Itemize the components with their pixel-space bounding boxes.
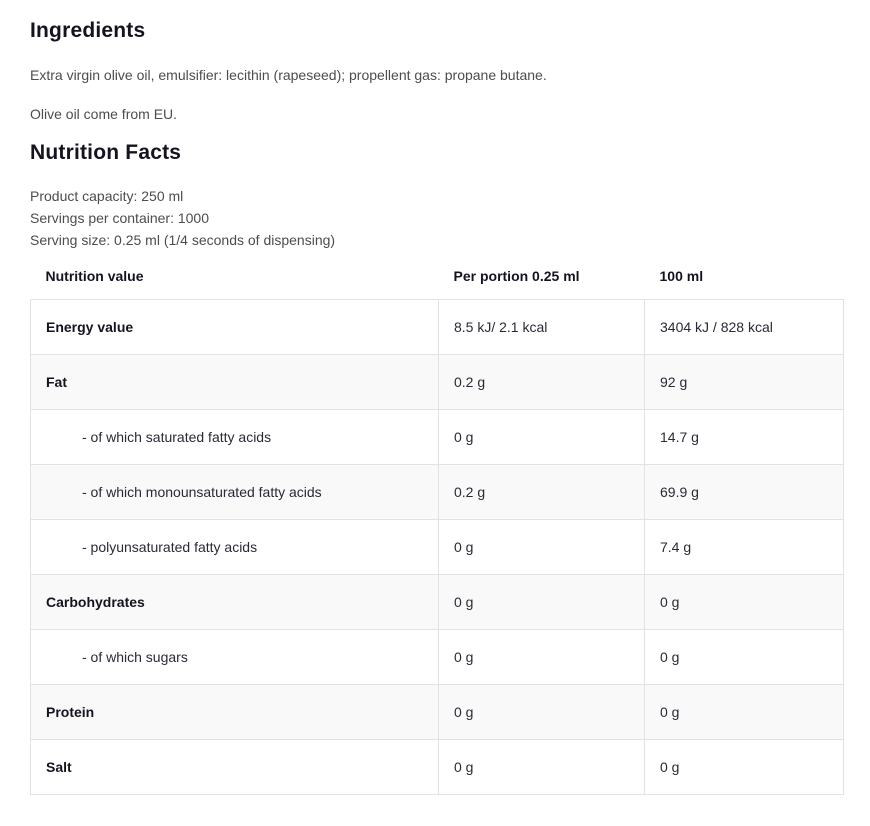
per-100ml-value: 0 g [644, 628, 844, 685]
per-100ml-value: 69.9 g [644, 463, 844, 520]
serving-info-block: Product capacity: 250 ml Servings per co… [30, 185, 843, 251]
per-portion-value: 0.2 g [438, 353, 645, 410]
per-100ml-value: 3404 kJ / 828 kcal [644, 298, 844, 355]
ingredients-origin-text: Olive oil come from EU. [30, 106, 178, 122]
nutrient-label: - of which sugars [30, 628, 439, 685]
table-row: - of which saturated fatty acids 0 g 14.7 … [30, 408, 844, 465]
ingredients-text: Extra virgin olive oil, emulsifier: leci… [30, 67, 547, 83]
nutrient-label: Carbohydrates [30, 573, 439, 630]
servings-per-container-text: Servings per container: 1000 [30, 210, 209, 226]
nutrient-label: Energy value [30, 298, 439, 355]
nutrition-facts-title: Nutrition Facts [30, 141, 182, 164]
per-100ml-value: 0 g [644, 573, 844, 630]
per-portion-value: 0 g [438, 738, 645, 795]
per-100ml-value: 7.4 g [644, 518, 844, 575]
per-100ml-value: 0 g [644, 683, 844, 740]
product-description-page: Ingredients Extra virgin olive oil, emul… [0, 17, 870, 795]
per-portion-value: 0 g [438, 518, 645, 575]
nutrient-label: - polyunsaturated fatty acids [30, 518, 439, 575]
header-row: Nutrition value Per portion 0.25 ml 100 … [31, 253, 844, 299]
per-100ml-value: 14.7 g [644, 408, 844, 465]
ingredients-title: Ingredients [30, 19, 146, 42]
nutrient-label: - of which saturated fatty acids [30, 408, 439, 465]
col-header-per-portion: Per portion 0.25 ml [453, 267, 580, 284]
product-capacity-text: Product capacity: 250 ml [30, 188, 184, 204]
nutrient-label: Salt [30, 738, 439, 795]
nutrient-label: - of which monounsaturated fatty acids [30, 463, 439, 520]
nutrition-table-body: Energy value 8.5 kJ/ 2.1 kcal 3404 kJ / 82… [30, 298, 844, 795]
per-100ml-value: 0 g [644, 738, 844, 795]
col-header-nutrition-value: Nutrition value [45, 267, 144, 284]
table-row: - of which monounsaturated fatty acids 0.… [30, 463, 844, 520]
table-row: Fat 0.2 g 92 g [30, 353, 844, 410]
serving-size-text: Serving size: 0.25 ml (1/4 seconds of di… [30, 232, 336, 248]
nutrition-table-header: Nutrition value Per portion 0.25 ml 100 … [31, 253, 844, 299]
table-row: - polyunsaturated fatty acids 0 g 7.4 g [30, 518, 844, 575]
per-portion-value: 0 g [438, 628, 645, 685]
nutrition-table: Nutrition value Per portion 0.25 ml 100 … [30, 253, 844, 795]
per-portion-value: 0 g [438, 408, 645, 465]
per-100ml-value: 92 g [644, 353, 844, 410]
per-portion-value: 0 g [438, 573, 645, 630]
table-row: Energy value 8.5 kJ/ 2.1 kcal 3404 kJ / 82… [30, 298, 844, 355]
nutrient-label: Fat [30, 353, 439, 410]
per-portion-value: 0 g [438, 683, 645, 740]
per-portion-value: 8.5 kJ/ 2.1 kcal [438, 298, 645, 355]
per-portion-value: 0.2 g [438, 463, 645, 520]
col-header-100ml: 100 ml [659, 267, 704, 284]
nutrient-label: Protein [30, 683, 439, 740]
